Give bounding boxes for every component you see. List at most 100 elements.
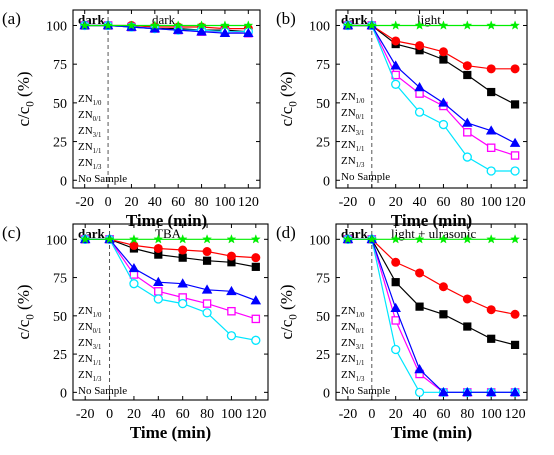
legend-entry: ZN3/1 [341,337,364,351]
data-point [486,234,497,244]
data-point [414,363,425,374]
legend-entry: ZN1/1 [78,141,101,155]
data-point [414,234,425,244]
x-tick-label: 60 [436,407,450,422]
data-point [251,335,261,345]
data-point [202,308,212,318]
y-axis-label: c/c0 (%) [277,284,299,339]
data-point [226,331,237,341]
series-line [347,238,516,346]
data-point [153,294,163,304]
x-tick-label: -20 [75,195,94,210]
data-point [415,41,425,51]
data-point [510,20,520,30]
series-no-sample [343,234,520,244]
data-point [510,234,520,244]
x-tick-label: -20 [76,407,95,422]
legend-entry: ZN0/1 [78,321,101,335]
x-tick-label: 60 [171,195,185,210]
data-point [391,316,400,325]
data-point [510,340,520,350]
data-point [438,20,449,30]
data-point [486,305,496,315]
series-zn3-1 [343,235,520,397]
series-zn1-1 [343,234,520,397]
region-label: TBA [155,226,182,241]
data-point [251,314,261,324]
y-tick-label: 100 [309,19,330,34]
x-tick-label: 100 [214,195,235,210]
data-point [80,234,91,244]
data-point [439,310,448,319]
data-point [438,234,449,244]
series-line [85,238,257,302]
data-point [104,234,115,244]
data-point [414,20,425,30]
data-point [462,152,472,162]
x-axis-label: Time (min) [391,211,472,230]
series-line [347,238,516,393]
data-point [243,27,254,38]
legend-entry: ZN1/3 [341,369,365,383]
panel-label: (c) [2,223,21,242]
x-tick-label: 20 [389,195,403,210]
plot-frame [335,9,528,189]
x-tick-label: 100 [481,407,502,422]
data-point [391,79,401,89]
x-tick-label: -20 [339,407,358,422]
data-point [172,24,184,34]
panel-a: (a) dark dark-20 0 20 40 60 80 100 1200255075100T… [2,9,261,230]
data-point [226,251,236,261]
y-tick-label: 75 [316,272,330,287]
data-point [343,20,353,30]
x-tick-label: 60 [436,195,450,210]
data-point [462,386,473,397]
legend-entry: No Sample [78,385,127,397]
y-tick-label: 75 [316,58,330,73]
y-tick-label: 0 [323,174,330,189]
panel-b: (b) dark light-20 0 20 40 60 80 100 1200255075100… [276,9,528,230]
data-point [390,60,401,70]
series-zn1-3 [342,20,521,147]
y-tick-label: 75 [53,58,67,73]
x-tick-label: 120 [238,195,259,210]
data-point [462,20,473,30]
data-point [129,240,139,250]
panel-d: (d) dark light + ulrasonic-20 0 20 40 60 80 100 1… [276,223,528,442]
x-tick-label: 80 [195,195,209,210]
data-point [462,61,472,71]
series-line [347,238,516,393]
data-point [487,87,496,97]
data-point [415,302,424,311]
x-tick-label: 120 [245,407,266,422]
data-point [250,295,262,305]
series-line [347,238,516,315]
series-zn1-0 [343,235,520,350]
data-point [227,306,236,316]
x-tick-label: 100 [481,195,502,210]
data-point [226,234,237,244]
y-tick-label: 50 [53,310,67,325]
data-point [509,137,521,147]
data-point [487,334,496,343]
x-tick-label: 40 [413,195,427,210]
data-point [177,278,188,288]
data-point [486,64,496,74]
data-point [438,386,449,397]
data-point [390,302,401,312]
data-point [510,64,520,74]
x-tick-label: 120 [505,195,526,210]
plot-frame [72,9,261,189]
x-tick-label: 0 [106,407,113,422]
y-tick-label: 25 [316,136,330,151]
data-point [201,284,213,294]
legend-entry: ZN1/3 [78,157,102,171]
legend: ZN1/0 ZN0/1 ZN3/1 ZN1/1 ZN1/3 No Sample [341,91,390,183]
data-point [391,278,400,287]
data-point [462,234,473,244]
x-tick-label: 20 [389,407,403,422]
data-point [196,26,207,36]
legend-entry: ZN1/1 [341,139,364,153]
y-tick-label: 50 [316,310,330,325]
